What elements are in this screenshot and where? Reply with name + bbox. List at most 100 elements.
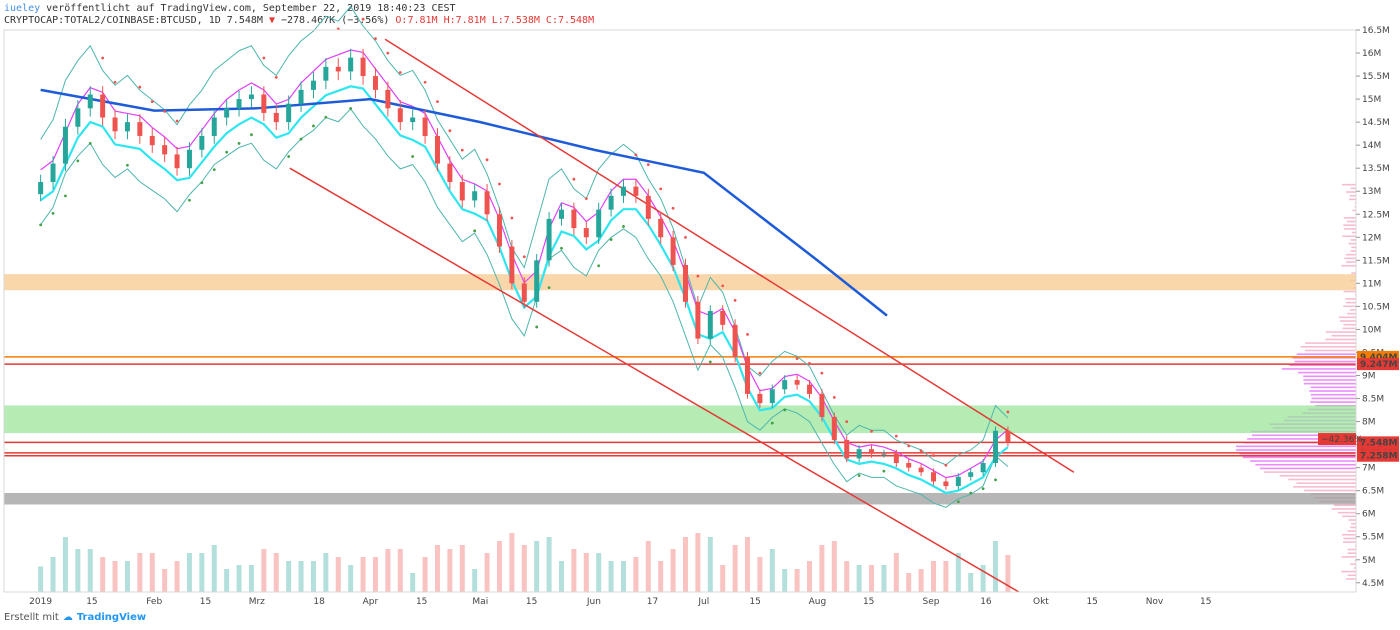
volume-bar: [286, 561, 291, 592]
volume-bar: [187, 553, 192, 592]
volume-profile-bar: [1348, 549, 1356, 551]
candle-body: [460, 182, 465, 200]
y-tick-label: 10.5M: [1362, 302, 1390, 312]
candle-body: [497, 214, 502, 246]
volume-profile-bar: [1342, 184, 1356, 186]
y-tick-label: 13.5M: [1362, 164, 1390, 174]
x-tick-label: Okt: [1033, 597, 1049, 607]
psar-dot: [957, 500, 960, 503]
volume-bar: [237, 565, 242, 592]
price-chart[interactable]: 4.5M5M5.5M6M6.5M7M7.5M8M8.5M9M9.5M10M10.…: [0, 0, 1400, 610]
volume-profile-bar: [1343, 224, 1356, 226]
candle-body: [237, 99, 242, 108]
tradingview-logo-icon[interactable]: ☁: [63, 612, 73, 623]
candle-body: [956, 477, 961, 486]
volume-profile-bar: [1351, 188, 1356, 190]
candle-body: [919, 468, 924, 473]
volume-bar: [162, 569, 167, 592]
y-tick-label: 12M: [1362, 233, 1381, 243]
zones: [4, 274, 1356, 504]
volume-bar: [113, 561, 118, 592]
psar-dot: [176, 120, 179, 123]
volume-profile-bar: [1350, 239, 1356, 241]
x-tick-label: 2019: [29, 597, 52, 607]
candle-body: [621, 187, 626, 196]
volume-bar: [633, 557, 638, 592]
volume-bar: [695, 533, 700, 592]
volume-profile-bar: [1343, 324, 1356, 326]
volume-bar: [596, 553, 601, 592]
volume-profile-bar: [1342, 235, 1356, 237]
candle-body: [75, 108, 80, 126]
volume-profile-bar: [1344, 258, 1356, 260]
psar-dot: [448, 129, 451, 132]
volume-bar: [336, 557, 341, 592]
candle-body: [38, 182, 43, 194]
tradingview-brand[interactable]: TradingView: [77, 612, 146, 623]
psar-dot: [424, 81, 427, 84]
psar-dot: [498, 183, 501, 186]
x-tick-label: 15: [526, 597, 537, 607]
volume-profile-bar: [1344, 217, 1356, 219]
psar-dot: [486, 158, 489, 161]
candle-body: [819, 394, 824, 417]
psar-dot: [300, 138, 303, 141]
volume-profile-bar: [1310, 401, 1356, 403]
psar-dot: [709, 360, 712, 363]
candle-body: [299, 90, 304, 104]
bollinger-upper: [41, 6, 1008, 464]
made-with-text: Erstellt mit: [4, 612, 59, 623]
x-tick-label: 17: [647, 597, 658, 607]
psar-dot: [1007, 411, 1010, 414]
volume-profile-bar: [1345, 298, 1356, 300]
candle-body: [323, 67, 328, 81]
candle-body: [993, 431, 998, 463]
psar-dot: [771, 422, 774, 425]
change-badge-label: −42.36%: [1321, 435, 1363, 445]
candle-body: [63, 127, 68, 164]
candle-body: [88, 94, 93, 108]
psar-dot: [163, 110, 166, 113]
volume-bar: [261, 549, 266, 592]
volume-bar: [708, 537, 713, 592]
volume-bar: [720, 565, 725, 592]
psar-dot: [386, 52, 389, 55]
x-tick-label: 15: [86, 597, 97, 607]
volume-profile-bar: [1351, 247, 1356, 249]
volume-profile-bar: [1342, 328, 1356, 330]
volume-profile-bar: [1295, 361, 1356, 363]
psar-dot: [89, 142, 92, 145]
volume-profile-bar: [1301, 346, 1356, 348]
volume-bars: [38, 533, 1010, 592]
psar-dot: [833, 396, 836, 399]
candle-body: [113, 118, 118, 132]
volume-profile-bar: [1243, 457, 1356, 459]
candle-body: [336, 67, 341, 72]
plot-frame: [4, 30, 1356, 592]
psar-dot: [262, 57, 265, 60]
volume-bar: [137, 553, 142, 592]
candle-body: [423, 118, 428, 136]
x-tick-label: 15: [416, 597, 427, 607]
volume-bar: [63, 537, 68, 592]
volume-profile-bar: [1346, 261, 1356, 263]
candle-body: [683, 265, 688, 302]
volume-bar: [485, 553, 490, 592]
candle-body: [435, 136, 440, 164]
volume-bar: [460, 545, 465, 592]
volume-bar: [199, 553, 204, 592]
candle-body: [509, 247, 514, 284]
volume-bar: [559, 561, 564, 592]
volume-profile-bar: [1344, 228, 1356, 230]
psar-dot: [870, 430, 873, 433]
volume-bar: [472, 569, 477, 592]
psar-dot: [548, 286, 551, 289]
candle-body: [869, 449, 874, 454]
volume-bar: [968, 573, 973, 592]
psar-dot: [982, 487, 985, 490]
psar-dot: [39, 223, 42, 226]
zone-band: [4, 493, 1356, 505]
volume-bar: [522, 545, 527, 592]
volume-bar: [956, 553, 961, 592]
volume-bar: [175, 561, 180, 592]
